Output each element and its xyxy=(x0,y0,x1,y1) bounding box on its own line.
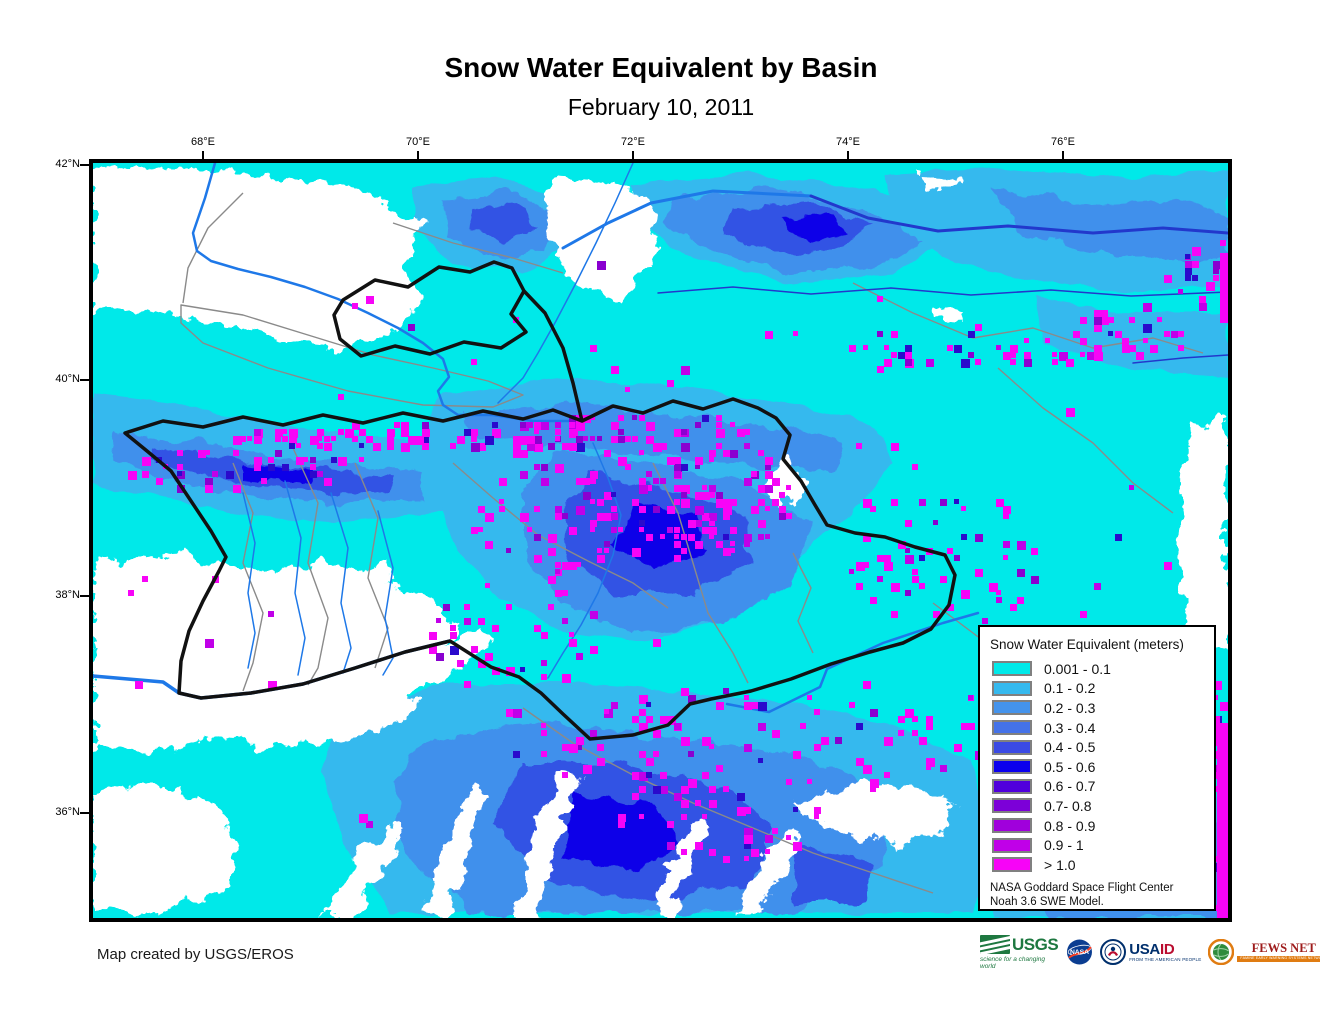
legend-swatch xyxy=(992,759,1032,775)
legend-class-label: 0.1 - 0.2 xyxy=(1044,680,1096,697)
legend-row: 0.7- 0.8 xyxy=(990,796,1206,816)
fewsnet-logo: FEWS NET FAMINE EARLY WARNING SYSTEMS NE… xyxy=(1208,939,1320,965)
basin-boundaries xyxy=(123,260,957,741)
legend-note: NASA Goddard Space Flight Center Noah 3.… xyxy=(990,881,1206,910)
legend-swatch xyxy=(992,739,1032,755)
swe-map-image xyxy=(93,163,1228,918)
fewsnet-wordmark: FEWS NET xyxy=(1251,941,1316,956)
legend-row: 0.1 - 0.2 xyxy=(990,679,1206,699)
lon-tick-label: 76°E xyxy=(1051,136,1075,148)
legend-class-label: 0.2 - 0.3 xyxy=(1044,699,1096,716)
lon-tick-label: 72°E xyxy=(621,136,645,148)
legend-class-label: 0.7- 0.8 xyxy=(1044,797,1092,814)
lon-tick-label: 68°E xyxy=(191,136,215,148)
legend-class-label: 0.3 - 0.4 xyxy=(1044,719,1096,736)
usaid-tagline: FROM THE AMERICAN PEOPLE xyxy=(1129,957,1202,962)
lat-tick-label: 38°N xyxy=(55,589,80,601)
legend-row: 0.8 - 0.9 xyxy=(990,816,1206,836)
legend-row: 0.3 - 0.4 xyxy=(990,718,1206,738)
legend-swatch xyxy=(992,778,1032,794)
legend-row: 0.4 - 0.5 xyxy=(990,737,1206,757)
legend-class-label: 0.5 - 0.6 xyxy=(1044,758,1096,775)
legend-swatch xyxy=(992,700,1032,716)
lat-tick xyxy=(80,812,90,814)
legend-class-label: 0.4 - 0.5 xyxy=(1044,739,1096,756)
lon-tick xyxy=(847,151,849,160)
legend-class-label: 0.8 - 0.9 xyxy=(1044,817,1096,834)
legend-swatch xyxy=(992,857,1032,873)
usgs-wave-icon xyxy=(980,935,1010,954)
fewsnet-banner: FAMINE EARLY WARNING SYSTEMS NETWORK xyxy=(1237,956,1320,962)
legend-row: 0.5 - 0.6 xyxy=(990,757,1206,777)
lon-tick xyxy=(202,151,204,160)
svg-text:NASA: NASA xyxy=(1070,949,1089,956)
legend-swatch xyxy=(992,798,1032,814)
legend-note-line2: Noah 3.6 SWE Model. xyxy=(990,896,1104,909)
legend-class-label: > 1.0 xyxy=(1044,856,1076,873)
page-subtitle: February 10, 2011 xyxy=(567,94,755,120)
lon-tick-label: 70°E xyxy=(406,136,430,148)
logo-bar: USGS science for a changing world NASA U… xyxy=(980,933,1320,971)
legend-row: > 1.0 xyxy=(990,855,1206,875)
legend-swatch xyxy=(992,720,1032,736)
lon-tick xyxy=(417,151,419,160)
legend-rows: 0.001 - 0.1 0.1 - 0.2 0.2 - 0.3 0.3 - 0.4 0.… xyxy=(990,659,1206,875)
subbasin-boundaries xyxy=(180,192,1204,894)
legend-swatch xyxy=(992,680,1032,696)
legend-row: 0.2 - 0.3 xyxy=(990,698,1206,718)
fewsnet-globe-icon xyxy=(1208,939,1235,965)
swe-high-speckles xyxy=(128,240,1228,911)
usaid-logo: USAID FROM THE AMERICAN PEOPLE xyxy=(1100,939,1201,965)
lat-tick xyxy=(80,595,90,597)
legend-class-label: 0.6 - 0.7 xyxy=(1044,778,1096,795)
swe-edge-strips xyxy=(1217,253,1228,918)
lat-tick-label: 36°N xyxy=(55,806,80,818)
legend-class-label: 0.9 - 1 xyxy=(1044,837,1084,854)
map-credit: Map created by USGS/EROS xyxy=(97,946,294,963)
lat-tick-label: 40°N xyxy=(55,373,80,385)
lat-tick xyxy=(80,164,90,166)
legend-title: Snow Water Equivalent (meters) xyxy=(990,637,1184,652)
usaid-seal-icon xyxy=(1100,939,1127,965)
nasa-logo-icon: NASA xyxy=(1067,939,1093,965)
legend-swatch xyxy=(992,837,1032,853)
lat-tick-label: 42°N xyxy=(55,158,80,170)
map-legend: Snow Water Equivalent (meters) 0.001 - 0… xyxy=(978,625,1216,911)
lon-tick-label: 74°E xyxy=(836,136,860,148)
page-title: Snow Water Equivalent by Basin xyxy=(444,52,878,83)
usgs-logo: USGS science for a changing world xyxy=(980,935,1059,970)
legend-swatch xyxy=(992,818,1032,834)
usaid-wordmark: USAID xyxy=(1129,940,1175,958)
legend-note-line1: NASA Goddard Space Flight Center xyxy=(990,881,1174,894)
legend-row: 0.6 - 0.7 xyxy=(990,777,1206,797)
legend-swatch xyxy=(992,661,1032,677)
lon-tick xyxy=(1062,151,1064,160)
legend-row: 0.001 - 0.1 xyxy=(990,659,1206,679)
lon-tick xyxy=(632,151,634,160)
map-canvas xyxy=(89,159,1232,922)
legend-class-label: 0.001 - 0.1 xyxy=(1044,660,1111,677)
usgs-wordmark: USGS xyxy=(1012,934,1059,954)
legend-row: 0.9 - 1 xyxy=(990,835,1206,855)
lat-tick xyxy=(80,379,90,381)
usgs-tagline: science for a changing world xyxy=(980,955,1046,970)
